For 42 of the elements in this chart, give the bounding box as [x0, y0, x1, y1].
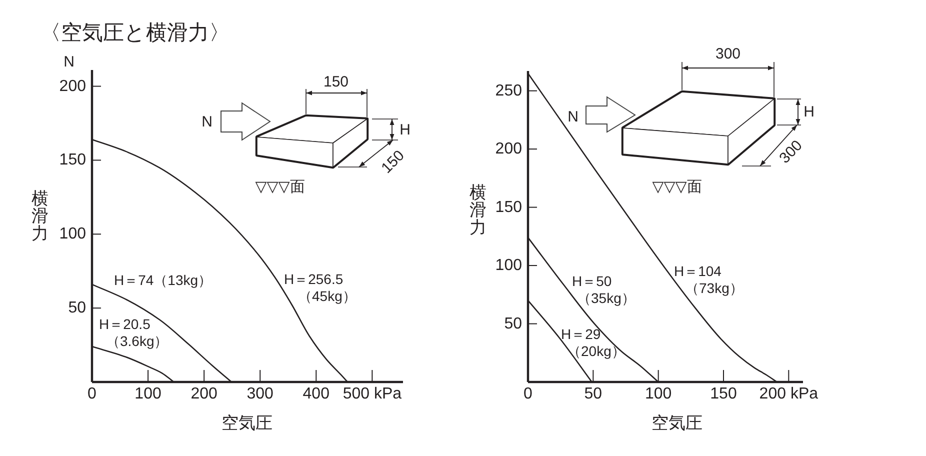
x-tick-label: 0	[524, 386, 533, 402]
x-tick-label: 100	[134, 386, 162, 402]
y-tick-label: 200	[495, 140, 522, 158]
annotation: H	[400, 122, 410, 138]
text: 300	[715, 46, 741, 62]
annotation: ▽▽▽面	[255, 178, 305, 196]
x-tick-label: 200 kPa	[759, 386, 818, 402]
y-tick-label: 200	[59, 78, 86, 95]
x-tick-label: 400	[302, 386, 330, 402]
text: N	[64, 54, 74, 70]
text: H	[804, 104, 814, 120]
y-axis-title: 横滑力	[470, 182, 486, 236]
series-label: H＝74（13kg）	[114, 272, 212, 288]
y-tick-label: 150	[59, 152, 86, 169]
series-label: H＝256.5 （45kg）	[284, 271, 356, 304]
x-tick-label: 500 kPa	[342, 386, 402, 402]
annotation: 150	[323, 74, 349, 90]
y-axis-title: 横滑力	[32, 188, 48, 242]
x-tick-label: 0	[88, 386, 97, 402]
series-label: H＝104 （73kg）	[674, 263, 744, 296]
x-tick-label: 100	[644, 386, 672, 402]
annotation: N	[568, 108, 578, 126]
chart-title: 〈空気圧と横滑力〉	[40, 22, 230, 44]
y-tick-label: 250	[495, 82, 522, 100]
annotation: N	[202, 114, 212, 130]
x-tick-label: 200	[190, 386, 218, 402]
annotation: 150	[378, 147, 408, 177]
x-axis-title: 空気圧	[652, 414, 702, 432]
y-tick-label: 50	[504, 315, 522, 332]
x-tick-label: 50	[584, 386, 602, 402]
y-tick-label: 100	[59, 226, 86, 243]
series-label: H＝20.5 （3.6kg）	[99, 316, 168, 349]
y-tick-label: 100	[495, 257, 522, 274]
annotation: 300	[776, 137, 806, 167]
x-axis-title: 空気圧	[222, 414, 272, 432]
annotation: ▽▽▽面	[652, 178, 702, 196]
series-label: H＝29 （20kg）	[561, 326, 626, 359]
series-label: H＝50 （35kg）	[572, 273, 636, 306]
x-tick-label: 300	[246, 386, 274, 402]
y-tick-label: 50	[68, 300, 86, 317]
x-tick-label: 150	[710, 386, 737, 402]
y-tick-label: 150	[495, 198, 522, 216]
